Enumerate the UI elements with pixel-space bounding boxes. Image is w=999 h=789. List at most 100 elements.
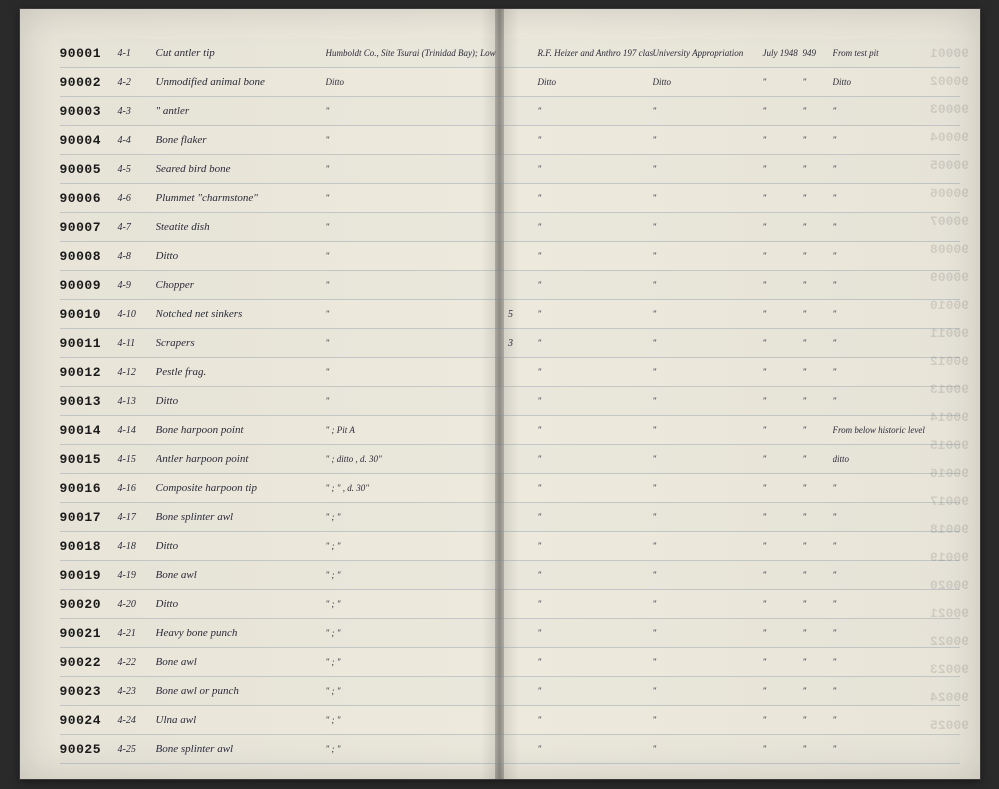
- locality: " ; ditto , d. 30": [326, 454, 496, 464]
- date-accessioned: ": [803, 338, 833, 348]
- field-number: 4-17: [118, 512, 156, 523]
- fund: ": [653, 425, 763, 435]
- fund: ": [653, 483, 763, 493]
- field-number: 4-14: [118, 425, 156, 436]
- quantity: 5: [496, 309, 526, 320]
- bleed-row: 90005: [930, 151, 969, 179]
- catalog-number: 90018: [60, 539, 118, 554]
- fund: University Appropriation: [653, 48, 763, 58]
- locality: " ; ": [326, 570, 496, 580]
- date-accessioned: ": [803, 715, 833, 725]
- collector: Ditto: [526, 77, 653, 87]
- collector: ": [526, 367, 653, 377]
- catalog-number: 90022: [60, 655, 118, 670]
- fund: ": [653, 106, 763, 116]
- collector: ": [526, 657, 653, 667]
- bleed-row: 90011: [930, 319, 969, 347]
- ledger-row: 900094-9Chopper"""""": [60, 271, 960, 300]
- locality: " ; ": [326, 541, 496, 551]
- catalog-number: 90001: [60, 46, 118, 61]
- field-number: 4-15: [118, 454, 156, 465]
- ledger-row: 900254-25Bone splinter awl" ; """""": [60, 735, 960, 764]
- date-collected: ": [763, 396, 803, 406]
- description: Bone awl: [156, 656, 326, 668]
- bleed-row: 90015: [930, 431, 969, 459]
- date-collected: ": [763, 715, 803, 725]
- description: Unmodified animal bone: [156, 76, 326, 88]
- date-accessioned: ": [803, 77, 833, 87]
- bleed-row: 90017: [930, 487, 969, 515]
- fund: ": [653, 222, 763, 232]
- collector: ": [526, 715, 653, 725]
- catalog-number: 90011: [60, 336, 118, 351]
- ledger-row: 900154-15Antler harpoon point" ; ditto ,…: [60, 445, 960, 474]
- date-accessioned: ": [803, 599, 833, 609]
- description: Bone flaker: [156, 134, 326, 146]
- collector: ": [526, 483, 653, 493]
- catalog-number: 90016: [60, 481, 118, 496]
- catalog-number: 90020: [60, 597, 118, 612]
- ledger-row: 900244-24Ulna awl" ; """""": [60, 706, 960, 735]
- date-accessioned: ": [803, 106, 833, 116]
- locality: Ditto: [326, 77, 496, 87]
- locality: ": [326, 222, 496, 232]
- fund: ": [653, 570, 763, 580]
- bleed-row: 90007: [930, 207, 969, 235]
- collector: ": [526, 164, 653, 174]
- locality: " ; " , d. 30": [326, 483, 496, 493]
- description: Seared bird bone: [156, 163, 326, 175]
- field-number: 4-18: [118, 541, 156, 552]
- field-number: 4-3: [118, 106, 156, 117]
- date-collected: ": [763, 164, 803, 174]
- description: Bone splinter awl: [156, 743, 326, 755]
- locality: ": [326, 338, 496, 348]
- locality: " ; ": [326, 657, 496, 667]
- description: Pestle frag.: [156, 366, 326, 378]
- description: Scrapers: [156, 337, 326, 349]
- description: " antler: [156, 105, 326, 117]
- ledger-row: 900194-19Bone awl" ; """""": [60, 561, 960, 590]
- date-accessioned: ": [803, 744, 833, 754]
- description: Ditto: [156, 540, 326, 552]
- catalog-number: 90005: [60, 162, 118, 177]
- ledger-row: 900214-21Heavy bone punch" ; """""": [60, 619, 960, 648]
- date-collected: ": [763, 367, 803, 377]
- field-number: 4-22: [118, 657, 156, 668]
- fund: ": [653, 715, 763, 725]
- description: Bone awl or punch: [156, 685, 326, 697]
- ledger-row: 900064-6Plummet "charmstone""""""": [60, 184, 960, 213]
- catalog-number: 90010: [60, 307, 118, 322]
- catalog-number: 90014: [60, 423, 118, 438]
- locality: ": [326, 164, 496, 174]
- collector: ": [526, 628, 653, 638]
- fund: ": [653, 396, 763, 406]
- fund: ": [653, 628, 763, 638]
- ledger-row: 900124-12Pestle frag."""""": [60, 358, 960, 387]
- date-accessioned: 949: [803, 48, 833, 58]
- catalog-number: 90025: [60, 742, 118, 757]
- bleed-row: 90025: [930, 711, 969, 739]
- field-number: 4-2: [118, 77, 156, 88]
- field-number: 4-11: [118, 338, 156, 349]
- fund: ": [653, 251, 763, 261]
- ledger-row: 900024-2Unmodified animal boneDittoDitto…: [60, 68, 960, 97]
- ledger-row: 900074-7Steatite dish"""""": [60, 213, 960, 242]
- bleed-row: 90023: [930, 655, 969, 683]
- description: Cut antler tip: [156, 47, 326, 59]
- bleed-row: 90001: [930, 39, 969, 67]
- collector: ": [526, 280, 653, 290]
- description: Ditto: [156, 598, 326, 610]
- date-accessioned: ": [803, 454, 833, 464]
- fund: ": [653, 599, 763, 609]
- date-accessioned: ": [803, 686, 833, 696]
- collector: ": [526, 106, 653, 116]
- fund: ": [653, 367, 763, 377]
- bleed-row: 90021: [930, 599, 969, 627]
- catalog-number: 90024: [60, 713, 118, 728]
- catalog-number: 90006: [60, 191, 118, 206]
- ledger-row: 900234-23Bone awl or punch" ; """""": [60, 677, 960, 706]
- date-accessioned: ": [803, 309, 833, 319]
- date-accessioned: ": [803, 541, 833, 551]
- bleed-row: 90018: [930, 515, 969, 543]
- date-accessioned: ": [803, 483, 833, 493]
